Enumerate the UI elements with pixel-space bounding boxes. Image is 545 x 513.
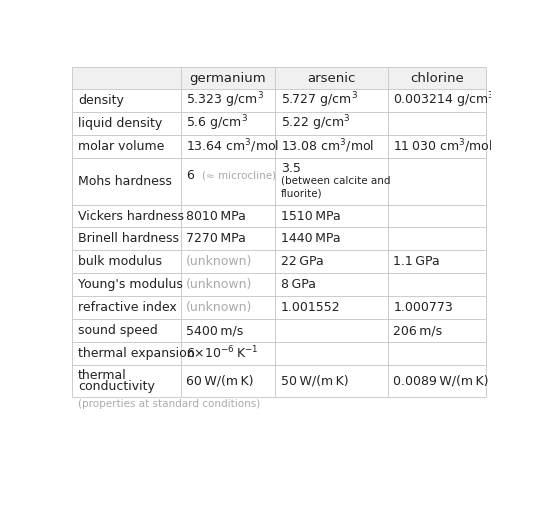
- Text: 5.323 g/cm$^3$: 5.323 g/cm$^3$: [186, 91, 264, 110]
- Text: 3.5: 3.5: [281, 162, 300, 175]
- Text: Brinell hardness: Brinell hardness: [78, 232, 179, 245]
- Text: 8010 MPa: 8010 MPa: [186, 209, 246, 223]
- Text: molar volume: molar volume: [78, 140, 164, 153]
- Text: sound speed: sound speed: [78, 324, 158, 337]
- Text: thermal: thermal: [78, 368, 126, 382]
- Text: 1510 MPa: 1510 MPa: [281, 209, 341, 223]
- Text: Vickers hardness: Vickers hardness: [78, 209, 184, 223]
- Text: refractive index: refractive index: [78, 301, 177, 314]
- Text: 5400 m/s: 5400 m/s: [186, 324, 244, 337]
- Text: chlorine: chlorine: [410, 72, 464, 85]
- Text: 6: 6: [186, 169, 194, 182]
- Text: 5.6 g/cm$^3$: 5.6 g/cm$^3$: [186, 114, 249, 133]
- Text: (unknown): (unknown): [186, 255, 253, 268]
- Text: 60 W/(m K): 60 W/(m K): [186, 374, 254, 387]
- Text: 13.64 cm$^3$/mol: 13.64 cm$^3$/mol: [186, 137, 280, 155]
- Text: 206 m/s: 206 m/s: [393, 324, 443, 337]
- Text: 7270 MPa: 7270 MPa: [186, 232, 246, 245]
- Bar: [72, 68, 486, 89]
- Text: liquid density: liquid density: [78, 117, 162, 130]
- Text: bulk modulus: bulk modulus: [78, 255, 162, 268]
- Text: Mohs hardness: Mohs hardness: [78, 175, 172, 188]
- Text: 13.08 cm$^3$/mol: 13.08 cm$^3$/mol: [281, 137, 374, 155]
- Text: 5.22 g/cm$^3$: 5.22 g/cm$^3$: [281, 114, 350, 133]
- Text: (unknown): (unknown): [186, 301, 253, 314]
- Text: arsenic: arsenic: [307, 72, 356, 85]
- Text: germanium: germanium: [190, 72, 267, 85]
- Text: (unknown): (unknown): [186, 278, 253, 291]
- Text: density: density: [78, 94, 124, 107]
- Text: 11 030 cm$^3$/mol: 11 030 cm$^3$/mol: [393, 137, 493, 155]
- Text: (≈ microcline): (≈ microcline): [202, 171, 276, 181]
- Text: conductivity: conductivity: [78, 380, 155, 393]
- Text: 1440 MPa: 1440 MPa: [281, 232, 340, 245]
- Text: fluorite): fluorite): [281, 188, 322, 199]
- Text: 50 W/(m K): 50 W/(m K): [281, 374, 348, 387]
- Text: 6×10$^{-6}$ K$^{-1}$: 6×10$^{-6}$ K$^{-1}$: [186, 345, 259, 362]
- Text: 8 GPa: 8 GPa: [281, 278, 316, 291]
- Text: Young's modulus: Young's modulus: [78, 278, 183, 291]
- Text: 1.1 GPa: 1.1 GPa: [393, 255, 440, 268]
- Text: 5.727 g/cm$^3$: 5.727 g/cm$^3$: [281, 91, 358, 110]
- Text: 22 GPa: 22 GPa: [281, 255, 323, 268]
- Text: (between calcite and: (between calcite and: [281, 176, 390, 186]
- Text: thermal expansion: thermal expansion: [78, 347, 195, 360]
- Text: (properties at standard conditions): (properties at standard conditions): [78, 399, 260, 409]
- Text: 1.000773: 1.000773: [393, 301, 453, 314]
- Text: 0.003214 g/cm$^3$: 0.003214 g/cm$^3$: [393, 91, 495, 110]
- Text: 0.0089 W/(m K): 0.0089 W/(m K): [393, 374, 489, 387]
- Text: 1.001552: 1.001552: [281, 301, 340, 314]
